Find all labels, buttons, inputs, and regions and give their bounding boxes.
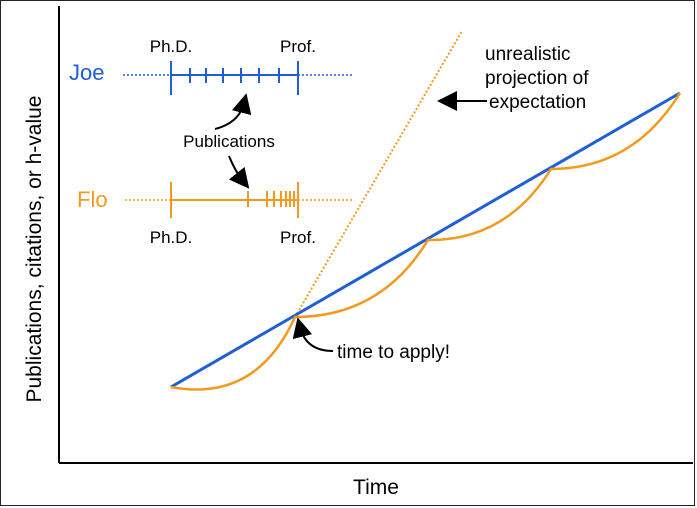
flo-timeline <box>125 182 353 218</box>
projection-label-line2: projection of <box>485 68 589 89</box>
x-axis-label: Time <box>353 476 399 499</box>
publications-label: Publications <box>183 132 275 151</box>
y-axis-label: Publications, citations, or h-value <box>23 96 46 403</box>
publications-arrow-down <box>228 155 250 189</box>
joe-phd-label: Ph.D. <box>150 37 193 56</box>
joe-prof-label: Prof. <box>280 37 316 56</box>
joe-label: Joe <box>69 60 104 85</box>
apply-arrow <box>292 317 334 352</box>
flo-label: Flo <box>77 187 108 212</box>
expectation-line <box>170 91 681 389</box>
actual-progress-curve <box>170 92 682 391</box>
projection-label-line3: expectation <box>489 92 586 113</box>
projection-label-line1: unrealistic <box>485 44 571 65</box>
publications-arrow-up <box>214 93 252 130</box>
apply-label: time to apply! <box>337 342 450 363</box>
projection-line <box>294 30 463 318</box>
joe-timeline <box>123 61 353 95</box>
flo-prof-label: Prof. <box>280 228 316 247</box>
flo-phd-label: Ph.D. <box>150 228 193 247</box>
